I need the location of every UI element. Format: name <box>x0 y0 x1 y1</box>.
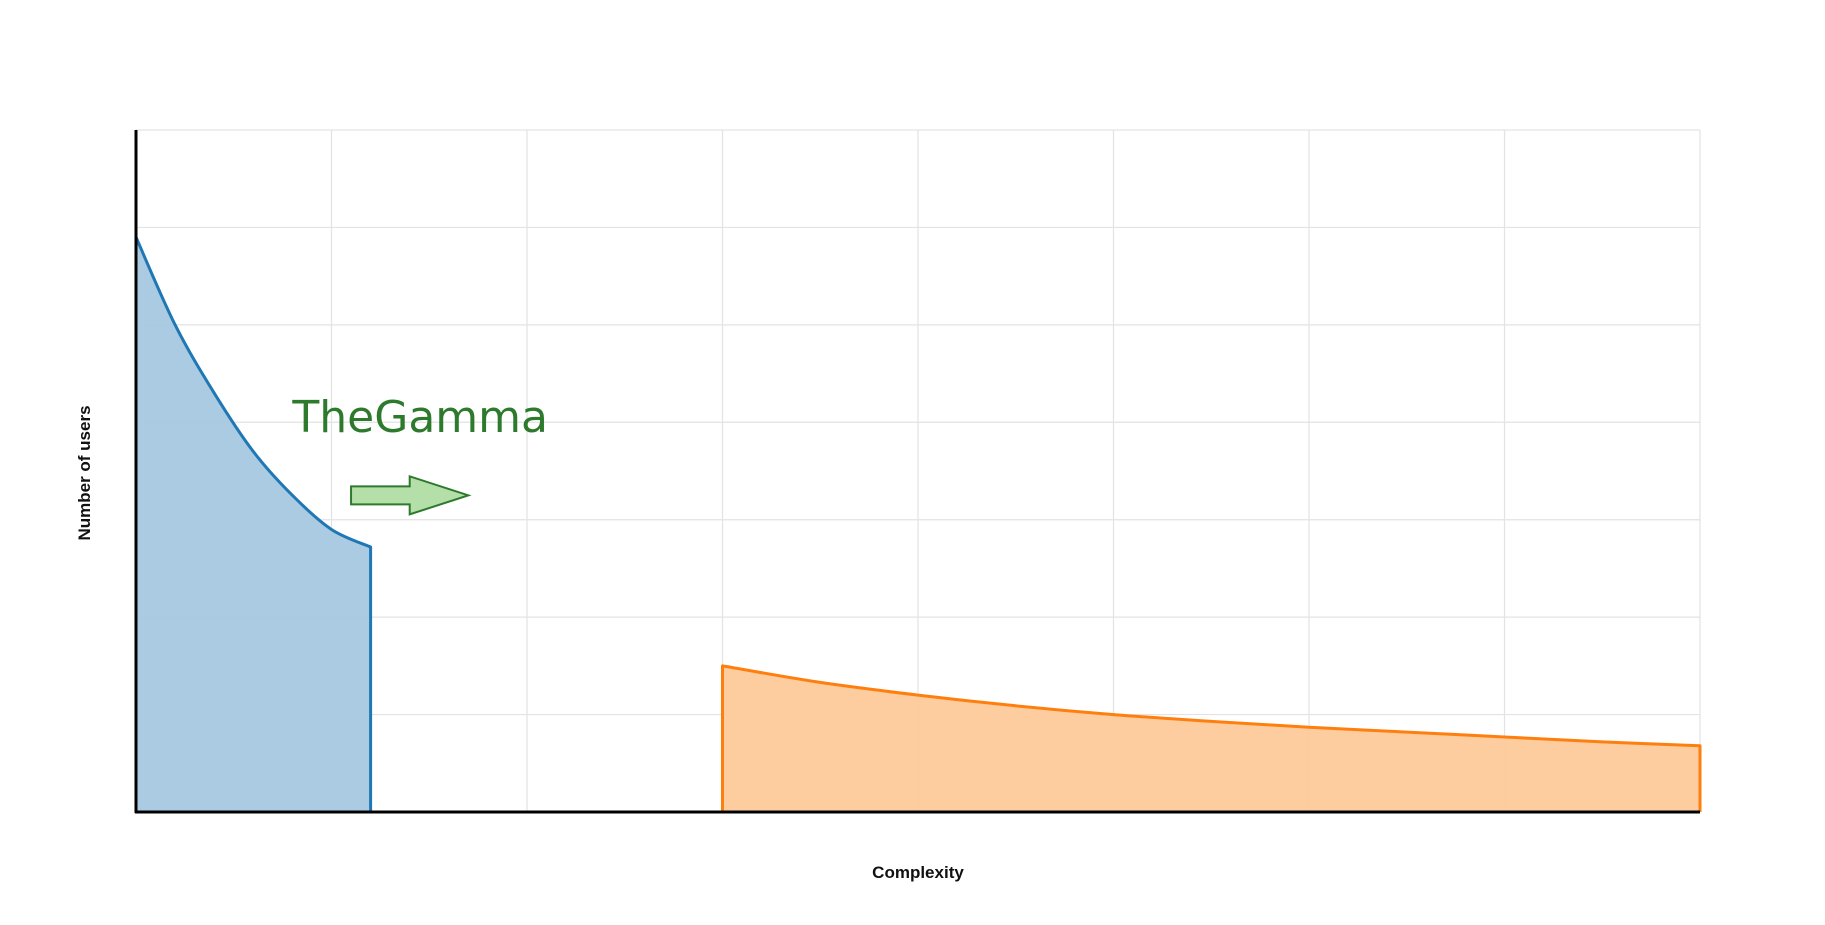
series-areas <box>134 235 1702 812</box>
y-axis-title: Number of users <box>75 405 94 540</box>
series-1-line <box>721 664 1702 812</box>
right-arrow-icon <box>350 474 472 516</box>
series-0-line <box>134 235 373 812</box>
annotation-group: TheGamma <box>291 392 548 516</box>
series-0-area <box>136 237 371 812</box>
annotation-label: TheGamma <box>291 392 548 443</box>
axes <box>134 130 1700 814</box>
series-1-area <box>722 665 1700 812</box>
x-axis-title: Complexity <box>872 863 964 882</box>
